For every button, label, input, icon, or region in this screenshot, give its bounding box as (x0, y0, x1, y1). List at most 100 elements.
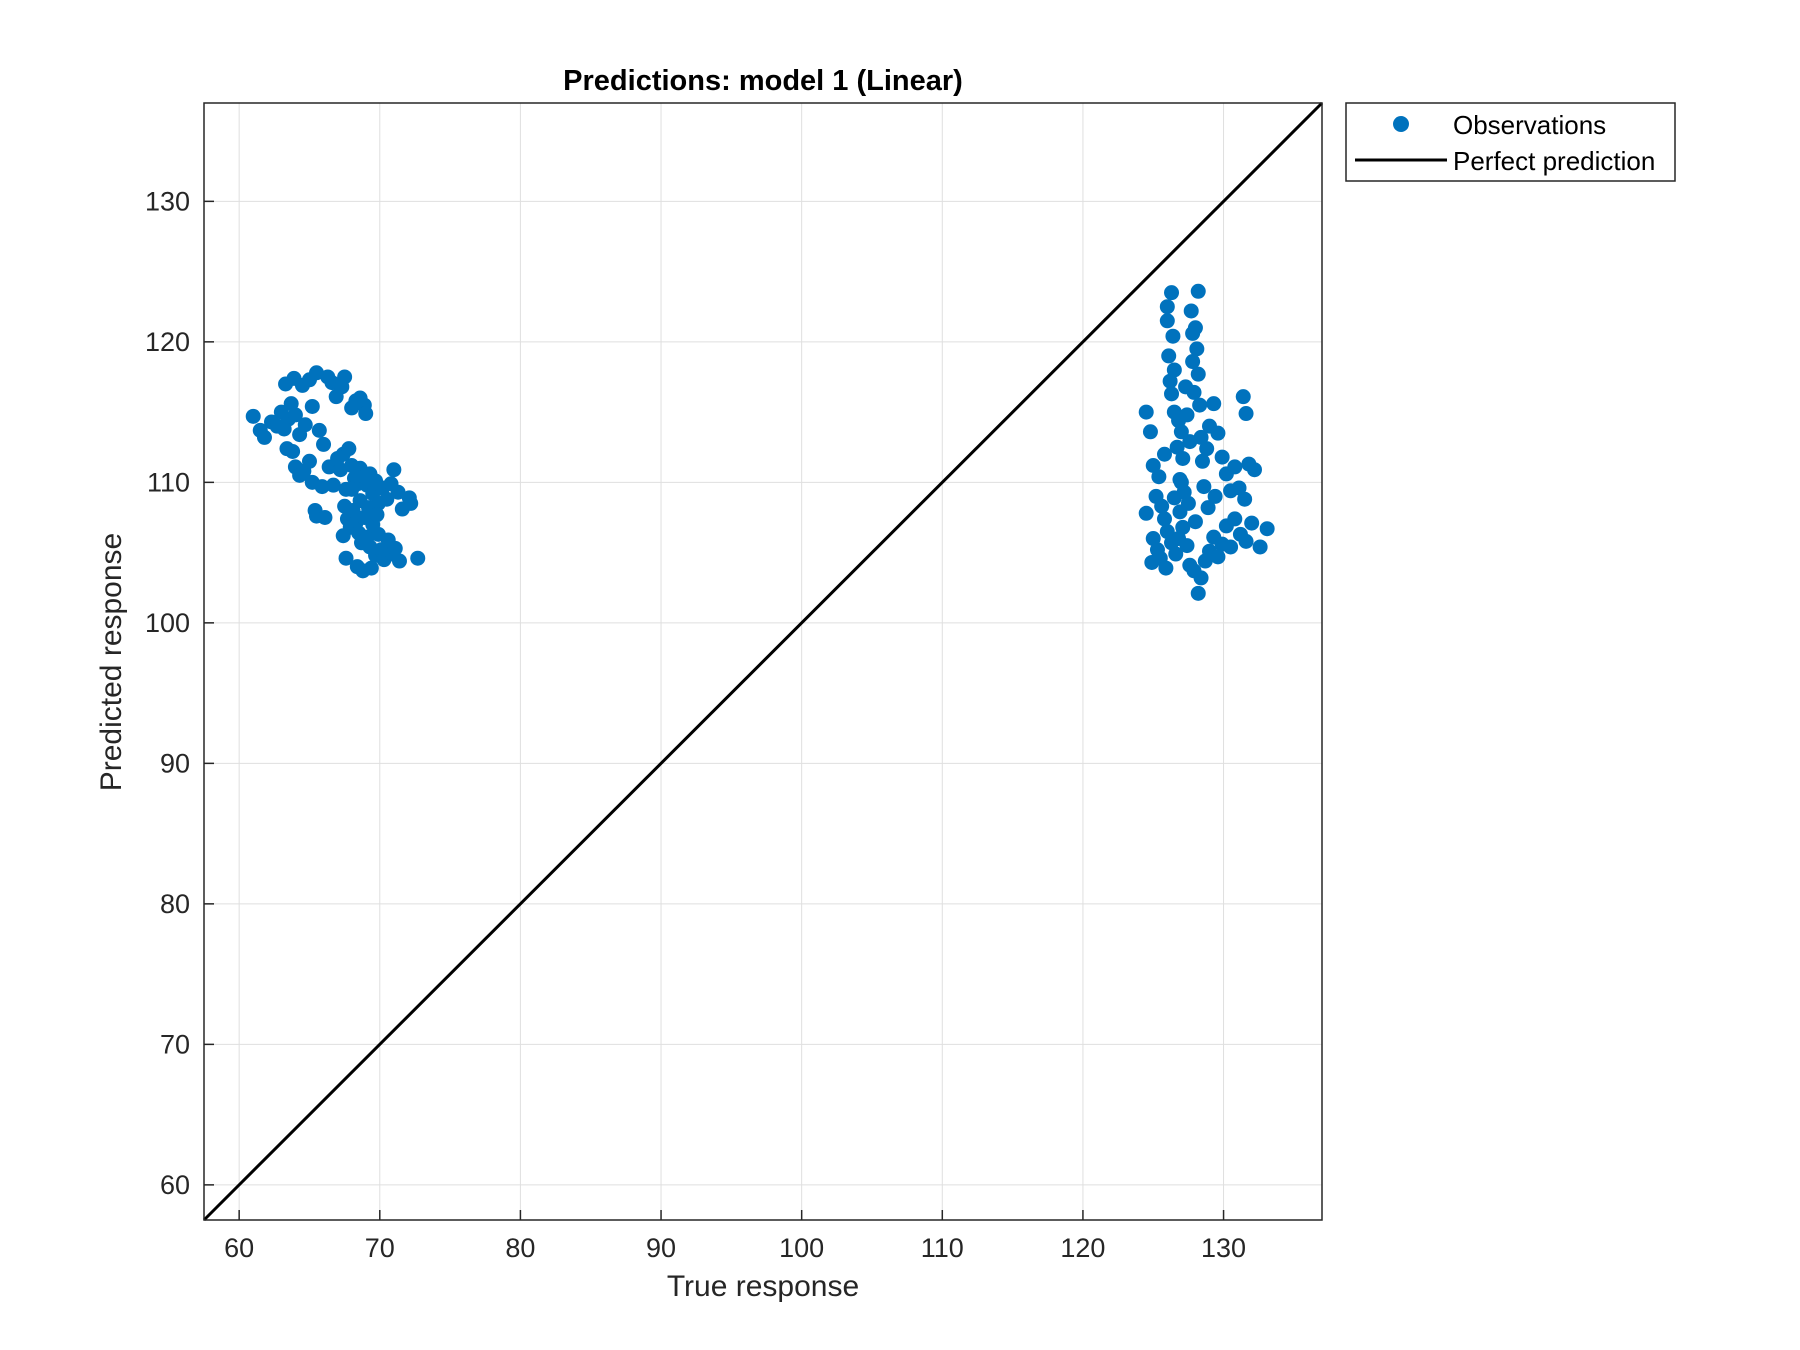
y-axis-label: Predicted response (95, 533, 128, 792)
y-tick-label: 120 (145, 327, 190, 357)
legend-perfect-prediction-label: Perfect prediction (1453, 146, 1655, 176)
observation-point (391, 553, 407, 569)
observation-point (1190, 585, 1206, 601)
observation-point (1164, 386, 1180, 402)
observation-point (1154, 498, 1170, 514)
observation-point (1166, 362, 1182, 378)
observation-point (1227, 511, 1243, 527)
observation-point (316, 436, 332, 452)
observation-point (1252, 539, 1268, 555)
observation-point (1186, 384, 1202, 400)
observation-point (410, 550, 426, 566)
observation-point (1144, 554, 1160, 570)
x-axis-ticks: 60 70 80 90 100 110 120 130 (224, 1210, 1246, 1263)
observation-point (1173, 474, 1189, 490)
observation-point (1162, 373, 1178, 389)
observation-point (1199, 441, 1215, 457)
observation-point (1142, 424, 1158, 440)
x-tick-label: 120 (1060, 1233, 1105, 1263)
observation-point (1171, 531, 1187, 547)
observation-point (1145, 457, 1161, 473)
observation-point (309, 365, 325, 381)
observation-point (1237, 491, 1253, 507)
legend-observations-label: Observations (1453, 110, 1606, 140)
observation-point (403, 495, 419, 511)
y-tick-label: 90 (160, 748, 190, 778)
x-axis-label: True response (667, 1270, 859, 1303)
observation-point (1175, 519, 1191, 535)
plot-area-frame (203, 102, 1323, 1221)
observation-point (1173, 424, 1189, 440)
observation-point (1223, 539, 1239, 555)
y-tick-label: 130 (145, 186, 190, 216)
observation-point (1231, 480, 1247, 496)
observation-point (1138, 404, 1154, 420)
observation-point (285, 443, 301, 459)
x-tick-label: 80 (505, 1233, 535, 1263)
observation-point (1185, 354, 1201, 370)
observation-point (1190, 366, 1206, 382)
y-axis-ticks: 60 70 80 90 100 110 120 130 (145, 186, 214, 1200)
observation-point (1238, 406, 1254, 422)
observation-point (1196, 479, 1212, 495)
observation-point (1187, 320, 1203, 336)
observation-point (1210, 425, 1226, 441)
observation-point (1235, 389, 1251, 405)
observation-point (304, 398, 320, 414)
grid-lines (204, 103, 1322, 1220)
observation-point (386, 462, 402, 478)
y-tick-label: 70 (160, 1029, 190, 1059)
observation-point (1180, 495, 1196, 511)
observation-point (1207, 488, 1223, 504)
observation-point (1214, 449, 1230, 465)
observation-points (245, 283, 1275, 601)
observation-point (1227, 459, 1243, 475)
observation-point (363, 560, 379, 576)
observation-point (1168, 546, 1184, 562)
observation-point (1192, 397, 1208, 413)
observation-point (332, 462, 348, 478)
observation-point (1159, 524, 1175, 540)
chart-title: Predictions: model 1 (Linear) (563, 65, 963, 97)
legend-observations-marker (1393, 116, 1409, 132)
observation-point (1194, 453, 1210, 469)
observation-point (1193, 570, 1209, 586)
observation-point (1156, 511, 1172, 527)
legend: Observations Perfect prediction (1345, 102, 1676, 182)
observation-point (276, 421, 292, 437)
observation-point (338, 550, 354, 566)
observation-point (341, 441, 357, 457)
observation-point (1210, 549, 1226, 565)
observation-point (317, 509, 333, 525)
observation-point (297, 417, 313, 433)
observation-point (1159, 313, 1175, 329)
perfect-prediction-line (202, 101, 1324, 1222)
y-tick-label: 110 (147, 467, 190, 497)
observation-point (314, 479, 330, 495)
observation-point (1145, 531, 1161, 547)
x-tick-label: 100 (779, 1233, 824, 1263)
observation-point (1159, 299, 1175, 315)
observation-point (1138, 505, 1154, 521)
observation-point (1183, 303, 1199, 319)
observation-point (1166, 490, 1182, 506)
observation-point (287, 407, 303, 423)
observation-point (301, 453, 317, 469)
y-tick-label: 60 (160, 1170, 190, 1200)
observation-point (1238, 533, 1254, 549)
y-tick-label: 100 (145, 608, 190, 638)
observation-point (1190, 283, 1206, 299)
observation-point (1165, 328, 1181, 344)
legend-box (1345, 102, 1676, 182)
observation-point (1151, 469, 1167, 485)
observation-point (1259, 521, 1275, 537)
x-tick-label: 130 (1201, 1233, 1246, 1263)
observation-point (1206, 396, 1222, 412)
observation-point (1158, 560, 1174, 576)
observation-point (283, 396, 299, 412)
observation-point (1244, 515, 1260, 531)
observation-point (1161, 348, 1177, 364)
observation-point (1182, 434, 1198, 450)
observation-point (379, 491, 395, 507)
